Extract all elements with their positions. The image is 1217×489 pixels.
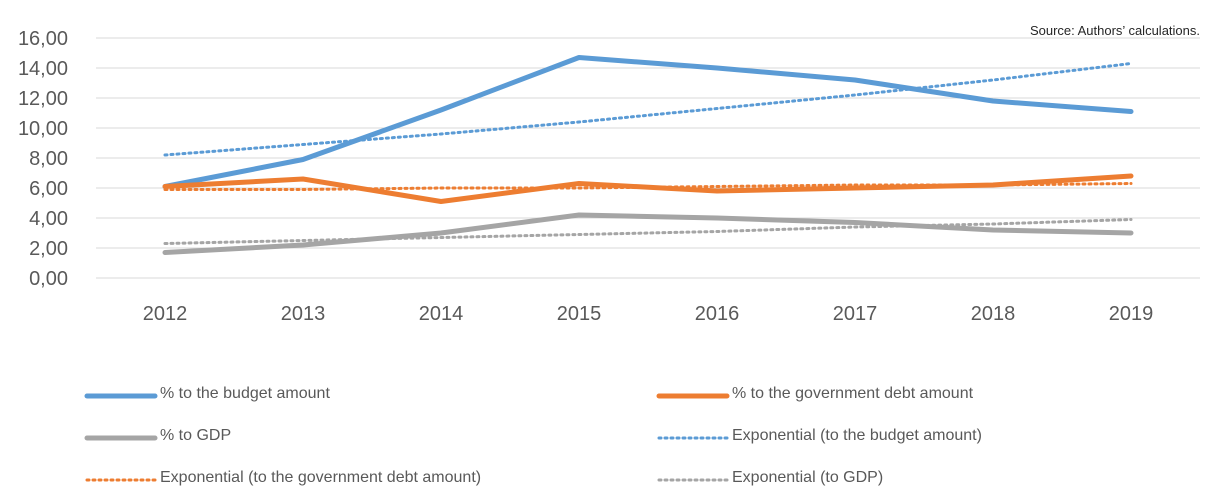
x-tick-label: 2012 <box>143 303 188 325</box>
series-lines <box>162 55 1134 255</box>
y-tick-label: 6,00 <box>29 178 68 200</box>
x-tick-label: 2015 <box>557 303 602 325</box>
x-tick-label: 2013 <box>281 303 326 325</box>
x-tick-label: 2016 <box>695 303 740 325</box>
source-note: Source: Authors’ calculations. <box>1029 23 1200 38</box>
series-line-3 <box>162 212 1134 255</box>
y-tick-label: 4,00 <box>29 208 68 230</box>
x-tick-label: 2014 <box>419 303 464 325</box>
y-tick-label: 14,00 <box>18 58 68 80</box>
series-line-2 <box>162 173 1134 204</box>
y-tick-label: 8,00 <box>29 148 68 170</box>
y-tick-label: 16,00 <box>18 28 68 50</box>
x-axis-tick-labels: 2012 2013 2014 2015 2016 2017 2018 2019 <box>143 303 1154 325</box>
series-line-4 <box>163 62 1133 157</box>
y-tick-label: 0,00 <box>29 268 68 290</box>
y-axis-tick-labels: 0,00 2,00 4,00 6,00 8,00 10,00 12,00 14,00 16,00 <box>18 28 68 290</box>
y-tick-label: 12,00 <box>18 88 68 110</box>
series-line-6 <box>163 218 1133 245</box>
x-tick-label: 2019 <box>1109 303 1154 325</box>
y-tick-label: 2,00 <box>29 238 68 260</box>
x-tick-label: 2018 <box>971 303 1016 325</box>
series-line-1 <box>162 55 1134 189</box>
y-tick-label: 10,00 <box>18 118 68 140</box>
x-tick-label: 2017 <box>833 303 878 325</box>
